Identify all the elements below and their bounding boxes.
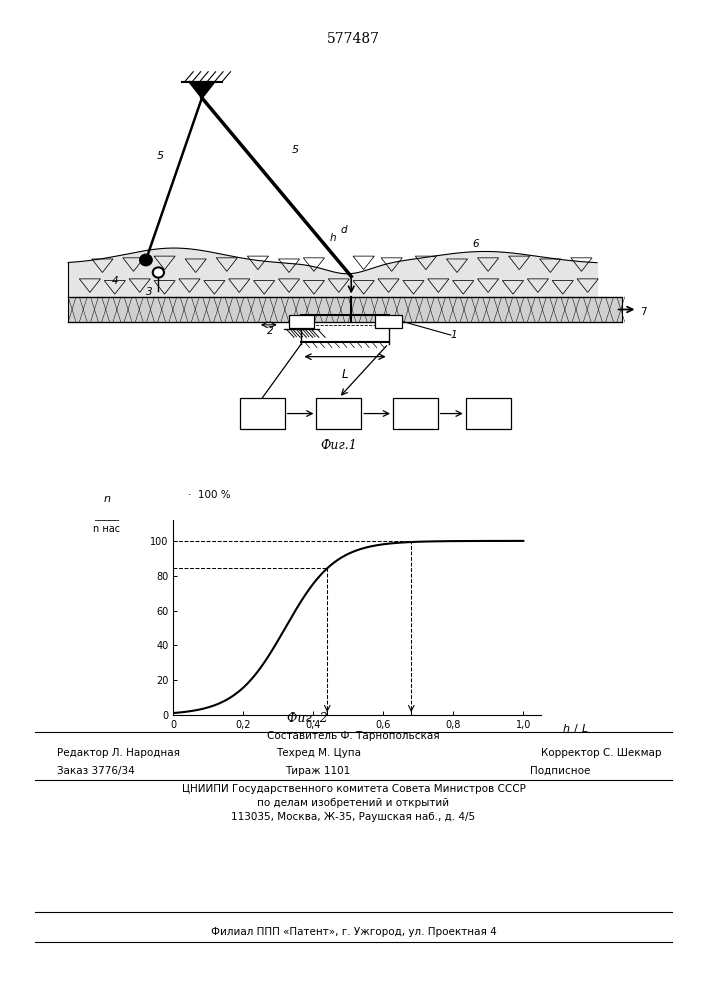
Text: Подписное: Подписное [530,766,590,776]
Text: Техред М. Цупа: Техред М. Цупа [276,748,361,758]
Text: ─────: ───── [95,516,119,524]
Circle shape [153,267,164,278]
Text: 11: 11 [481,409,495,419]
Text: Филиал ППП «Патент», г. Ужгород, ул. Проектная 4: Филиал ППП «Патент», г. Ужгород, ул. Про… [211,927,496,937]
Bar [466,398,510,429]
Text: 5: 5 [292,145,299,155]
Text: 5: 5 [156,151,163,161]
Text: 1: 1 [451,330,457,340]
Bar [375,315,402,328]
Text: Корректор С. Шекмар: Корректор С. Шекмар [541,748,661,758]
Text: 577487: 577487 [327,32,380,46]
Text: 9: 9 [335,409,342,419]
Bar [393,398,438,429]
Text: 10: 10 [408,409,423,419]
Bar [289,315,314,328]
Text: d: d [341,225,347,235]
Text: Фиг. 2: Фиг. 2 [287,712,328,725]
Text: 113035, Москва, Ж-35, Раушская наб., д. 4/5: 113035, Москва, Ж-35, Раушская наб., д. … [231,812,476,822]
Text: Тираж 1101: Тираж 1101 [286,766,351,776]
Text: 2: 2 [267,326,274,336]
Circle shape [140,254,152,266]
Bar [68,297,622,322]
Text: 7: 7 [641,307,647,317]
Text: по делам изобретений и открытий: по делам изобретений и открытий [257,798,450,808]
Text: n нас: n нас [93,524,121,534]
Text: L: L [581,724,588,734]
Text: Фиг.1: Фиг.1 [320,439,357,452]
Text: ЦНИИПИ Государственного комитета Совета Министров СССР: ЦНИИПИ Государственного комитета Совета … [182,784,525,794]
Polygon shape [189,82,214,98]
Text: 8: 8 [259,409,266,419]
Text: Составитель Ф. Тарнопольская: Составитель Ф. Тарнопольская [267,731,440,741]
Text: 3: 3 [146,287,153,297]
Text: ·  100 %: · 100 % [188,490,230,500]
Text: h: h [563,724,570,734]
Text: 4: 4 [112,276,118,286]
Bar [317,398,361,429]
Text: 6: 6 [472,239,479,249]
Text: Заказ 3776/34: Заказ 3776/34 [57,766,134,776]
Text: /: / [574,724,578,734]
Bar [240,398,285,429]
Text: h: h [329,233,336,243]
Text: Редактор Л. Народная: Редактор Л. Народная [57,748,180,758]
Text: n: n [103,494,110,504]
Text: L: L [341,368,349,381]
